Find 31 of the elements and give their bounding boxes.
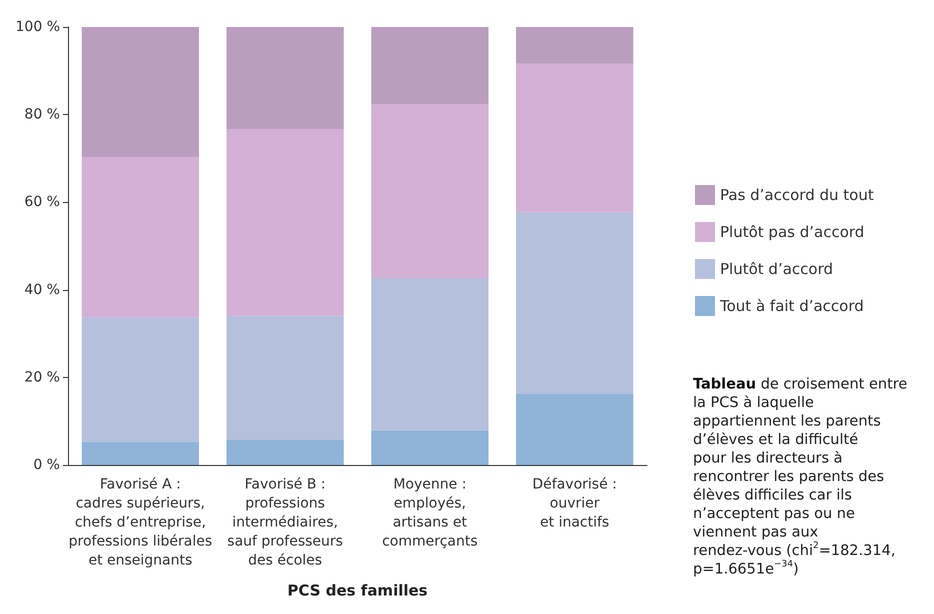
y-tick-label: 40 % xyxy=(24,282,60,298)
y-tick-label: 60 % xyxy=(24,194,60,210)
bar xyxy=(82,317,199,442)
bar xyxy=(226,316,344,440)
bar xyxy=(226,27,344,130)
x-tick-label: Favorisé A : cadres supérieurs, chefs d’entreprise, professions libérales et enseignants xyxy=(68,476,212,568)
bar xyxy=(371,430,488,465)
bar xyxy=(82,442,199,465)
x-axis-title: PCS des familles xyxy=(287,582,428,600)
bar xyxy=(82,157,199,318)
legend-label: Tout à fait d’accord xyxy=(719,297,864,315)
bar xyxy=(82,27,199,158)
bar xyxy=(516,212,634,394)
bar xyxy=(371,278,488,430)
y-tick-label: 20 % xyxy=(24,369,60,386)
bar xyxy=(516,64,634,212)
x-tick-label: Défavorisé : ouvrier et inactifs xyxy=(532,476,617,530)
bar xyxy=(226,440,344,465)
bar xyxy=(371,104,488,278)
x-tick-label: Moyenne : employés, artisans et commerçants xyxy=(382,476,478,550)
bar xyxy=(371,27,488,104)
bar xyxy=(516,27,634,64)
legend-label: Pas d’accord du tout xyxy=(720,186,874,204)
y-tick-label: 80 % xyxy=(24,106,60,123)
y-tick-label: 100 % xyxy=(16,19,60,35)
x-tick-label: Favorisé B : professions intermédiaires, sauf professeurs des écoles xyxy=(227,476,343,568)
bar xyxy=(226,129,344,316)
y-tick-label: 0 % xyxy=(33,457,60,473)
legend-label: Plutôt d’accord xyxy=(720,260,834,278)
legend-label: Plutôt pas d’accord xyxy=(720,223,864,241)
bar xyxy=(516,394,634,465)
